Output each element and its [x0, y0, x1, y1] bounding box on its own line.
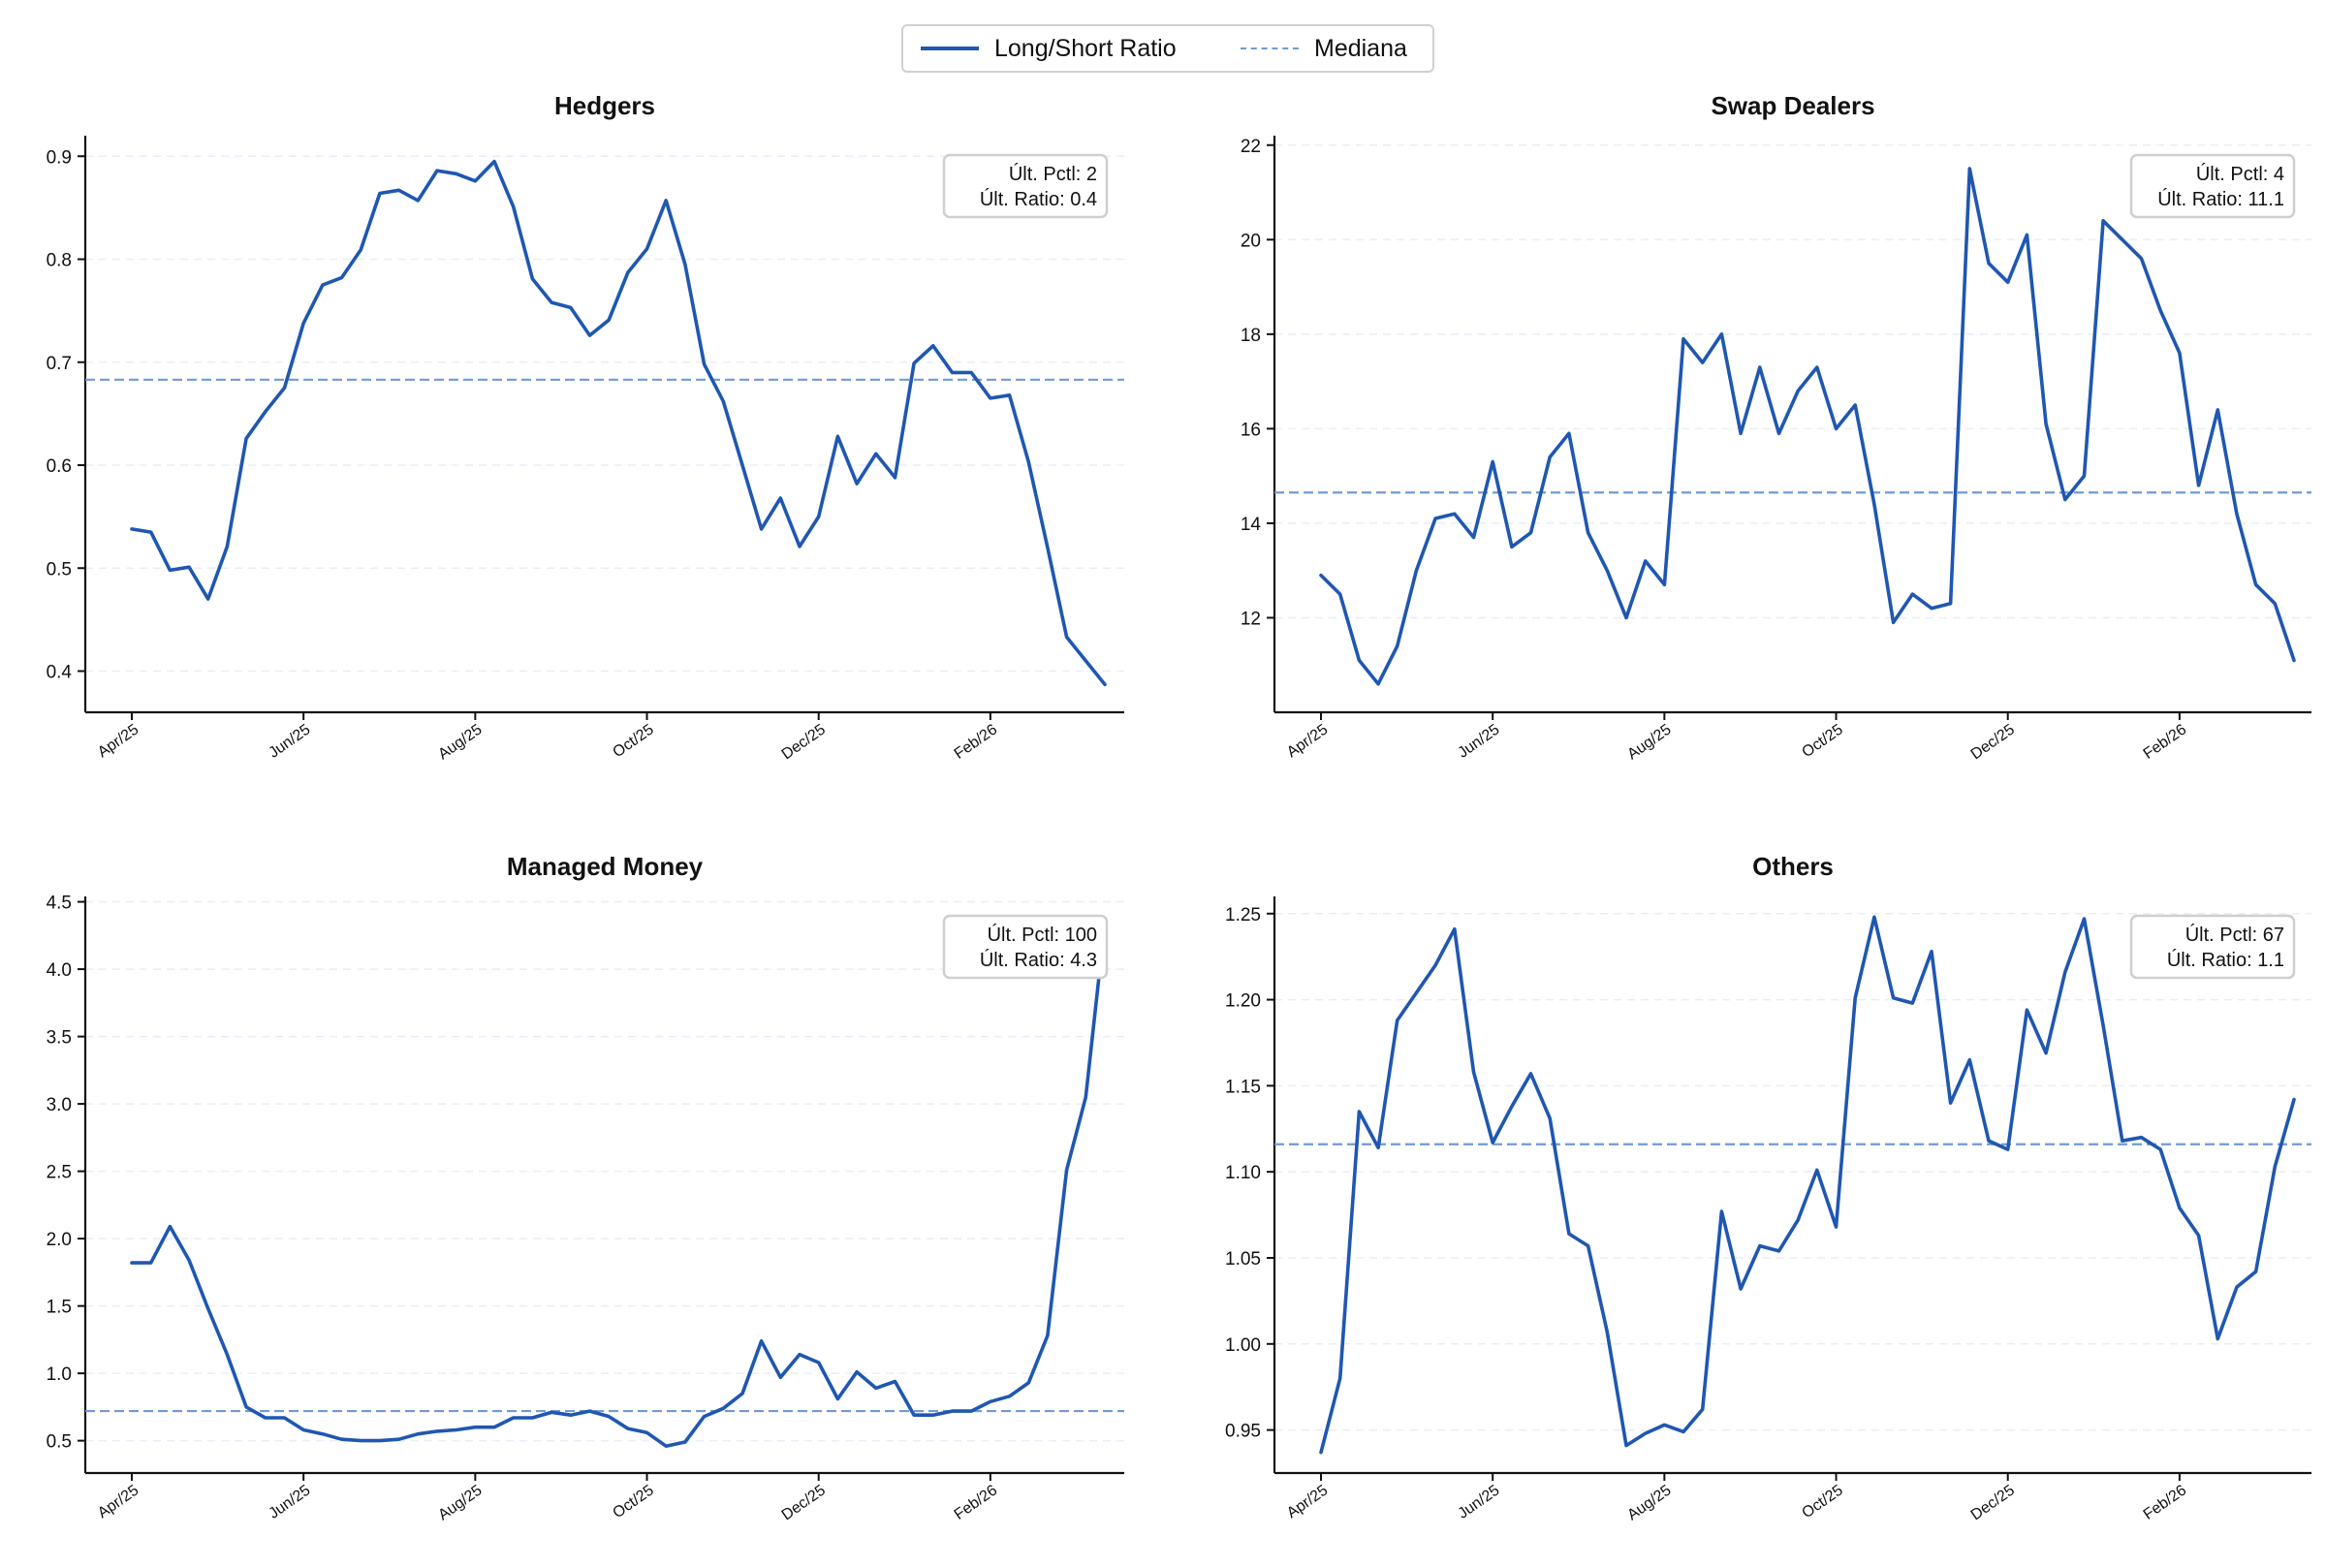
series-line — [1319, 915, 2296, 1455]
y-tick-label: 0.5 — [47, 559, 72, 580]
y-tick-label: 18 — [1241, 326, 1261, 346]
x-tick-label: Apr/25 — [95, 721, 141, 761]
x-tick-label: Aug/25 — [1624, 1482, 1674, 1523]
x-tick-label: Feb/26 — [2141, 1482, 2190, 1523]
panel-title: Others — [1752, 852, 1834, 881]
panel-1: 0.4 0.5 0.6 0.7 0.8 0.9 Apr/25 Jun/25 Aug/25 Oct/… — [47, 91, 1124, 763]
y-tick-label: 1.05 — [1225, 1249, 1261, 1270]
annotation-line: Últ. Pctl: 100 — [988, 924, 1097, 946]
y-tick-label: 1.5 — [47, 1298, 72, 1318]
y-tick-label: 3.5 — [47, 1028, 72, 1049]
x-tick-label: Dec/25 — [779, 721, 829, 763]
y-tick-label: 20 — [1241, 231, 1261, 251]
annotation-line: Últ. Ratio: 11.1 — [2157, 188, 2284, 210]
y-tick-label: 1.20 — [1225, 991, 1261, 1012]
series-line — [130, 159, 1107, 687]
y-tick-label: 1.25 — [1225, 905, 1261, 925]
annotation-box — [2129, 153, 2296, 219]
legend-item-median: Mediana — [1241, 26, 1407, 71]
panel-title: Swap Dealers — [1711, 91, 1874, 120]
legend-item-ratio: Long/Short Ratio — [921, 26, 1177, 71]
annotation-line: Últ. Pctl: 4 — [2196, 163, 2284, 185]
x-tick-label: Jun/25 — [266, 1482, 313, 1522]
annotation-box — [2129, 914, 2296, 980]
annotation-box — [942, 914, 1109, 980]
x-tick-label: Aug/25 — [435, 1482, 485, 1523]
panel-title: Hedgers — [554, 91, 655, 120]
annotation-line: Últ. Ratio: 4.3 — [980, 949, 1097, 971]
x-tick-label: Feb/26 — [2141, 721, 2190, 763]
y-tick-label: 1.15 — [1225, 1077, 1261, 1097]
y-tick-label: 14 — [1241, 515, 1262, 535]
legend-swatch-ratio — [921, 47, 979, 50]
y-tick-label: 22 — [1241, 137, 1261, 157]
x-tick-label: Jun/25 — [266, 721, 313, 762]
x-tick-label: Aug/25 — [435, 721, 485, 763]
y-tick-label: 1.00 — [1225, 1335, 1261, 1356]
legend: Long/Short Ratio Mediana — [901, 24, 1434, 73]
x-tick-label: Jun/25 — [1455, 1482, 1502, 1522]
y-tick-label: 0.6 — [47, 456, 72, 477]
panel-title: Managed Money — [507, 852, 704, 881]
y-tick-label: 0.7 — [47, 354, 72, 374]
x-tick-label: Apr/25 — [95, 1482, 141, 1521]
y-tick-label: 0.9 — [47, 147, 72, 168]
panel-3: 0.5 1.0 1.5 2.0 2.5 3.0 3.5 4.0 4.5 Apr/25 Jun/25 A… — [47, 852, 1124, 1523]
legend-label-median: Mediana — [1314, 34, 1407, 62]
legend-swatch-median — [1241, 47, 1299, 49]
annotation-line: Últ. Pctl: 67 — [2185, 924, 2284, 946]
x-tick-label: Oct/25 — [1799, 1482, 1845, 1521]
annotation-line: Últ. Ratio: 0.4 — [980, 188, 1097, 210]
y-tick-label: 0.5 — [47, 1432, 72, 1453]
annotation-line: Últ. Ratio: 1.1 — [2167, 949, 2284, 971]
y-tick-label: 0.95 — [1225, 1422, 1261, 1442]
x-tick-label: Apr/25 — [1284, 1482, 1331, 1521]
legend-label-ratio: Long/Short Ratio — [994, 34, 1177, 62]
series-line — [130, 921, 1107, 1448]
y-tick-label: 0.4 — [47, 663, 73, 683]
x-tick-label: Apr/25 — [1284, 721, 1331, 761]
y-tick-label: 0.8 — [47, 251, 72, 271]
y-tick-label: 4.5 — [47, 894, 72, 914]
x-tick-label: Oct/25 — [610, 1482, 656, 1521]
x-tick-label: Oct/25 — [610, 721, 656, 761]
annotation-line: Últ. Pctl: 2 — [1009, 163, 1097, 185]
panel-2: 12 14 16 18 20 22 Apr/25 Jun/25 Aug/25 Oct/25 Dec/… — [1241, 91, 2311, 763]
y-tick-label: 4.0 — [47, 960, 72, 981]
x-tick-label: Dec/25 — [1968, 721, 2018, 763]
panel-4: 0.95 1.00 1.05 1.10 1.15 1.20 1.25 Apr/25 Jun/25… — [1225, 852, 2311, 1523]
series-line — [1319, 167, 2296, 686]
y-tick-label: 12 — [1241, 609, 1261, 629]
y-tick-label: 2.5 — [47, 1163, 72, 1183]
y-tick-label: 1.0 — [47, 1364, 72, 1385]
x-tick-label: Jun/25 — [1455, 721, 1502, 762]
x-tick-label: Feb/26 — [952, 1482, 1001, 1523]
x-tick-label: Feb/26 — [952, 721, 1001, 763]
x-tick-label: Dec/25 — [1968, 1482, 2018, 1523]
y-tick-label: 3.0 — [47, 1095, 72, 1115]
annotation-box — [942, 153, 1109, 219]
y-tick-label: 2.0 — [47, 1230, 72, 1250]
y-tick-label: 16 — [1241, 420, 1261, 440]
x-tick-label: Oct/25 — [1799, 721, 1845, 761]
x-tick-label: Dec/25 — [779, 1482, 829, 1523]
y-tick-label: 1.10 — [1225, 1163, 1261, 1183]
x-tick-label: Aug/25 — [1624, 721, 1674, 763]
